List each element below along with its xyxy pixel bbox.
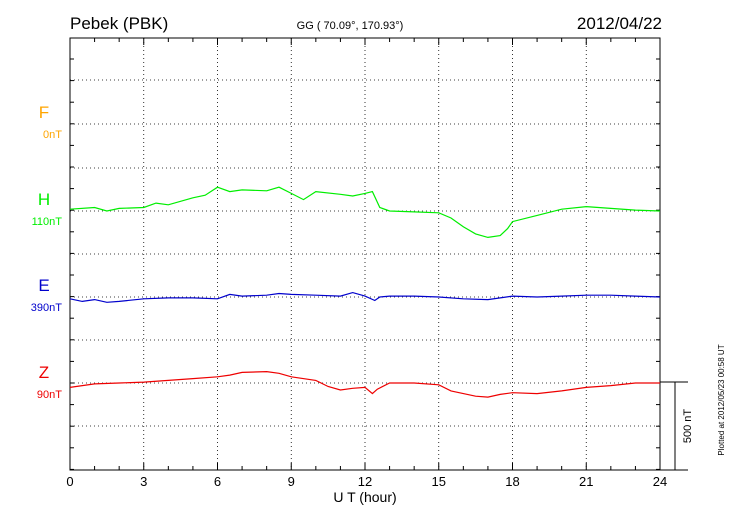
x-tick-labels: 0 3 6 9 12 15 18 21 24	[66, 474, 667, 489]
series-h-line	[69, 186, 661, 239]
x-tick-label: 15	[432, 474, 446, 489]
x-tick-label: 24	[653, 474, 667, 489]
component-label-f: F	[39, 103, 49, 122]
baseline-label-z: 90nT	[37, 389, 62, 401]
station-coordinates: GG ( 70.09°, 170.93°)	[297, 20, 404, 32]
baseline-label-e: 390nT	[31, 302, 62, 314]
x-tick-label: 6	[214, 474, 221, 489]
x-tick-label: 0	[66, 474, 73, 489]
x-tick-label: 12	[358, 474, 372, 489]
x-tick-label: 3	[140, 474, 147, 489]
scale-bar-label: 500 nT	[682, 409, 694, 444]
component-label-h: H	[38, 190, 50, 209]
grid-lines	[70, 38, 660, 470]
plotted-at-note: Plotted at 2012/05/23 00:58 UT	[717, 344, 726, 455]
station-title: Pebek (PBK)	[70, 14, 168, 33]
component-label-e: E	[38, 276, 49, 295]
series-z-line	[69, 370, 660, 398]
x-axis-label: U T (hour)	[333, 489, 396, 505]
chart-date: 2012/04/22	[577, 14, 662, 33]
baseline-label-f: 0nT	[43, 129, 62, 141]
x-tick-label: 9	[288, 474, 295, 489]
baseline-label-h: 110nT	[32, 216, 63, 228]
x-tick-label: 18	[505, 474, 519, 489]
x-tick-label: 21	[579, 474, 593, 489]
series-layer	[69, 186, 661, 398]
component-label-z: Z	[39, 363, 49, 382]
axis-ticks	[69, 38, 661, 470]
series-e-line	[69, 291, 661, 303]
component-labels: F 0nT H 110nT E 390nT Z 90nT	[31, 103, 62, 401]
